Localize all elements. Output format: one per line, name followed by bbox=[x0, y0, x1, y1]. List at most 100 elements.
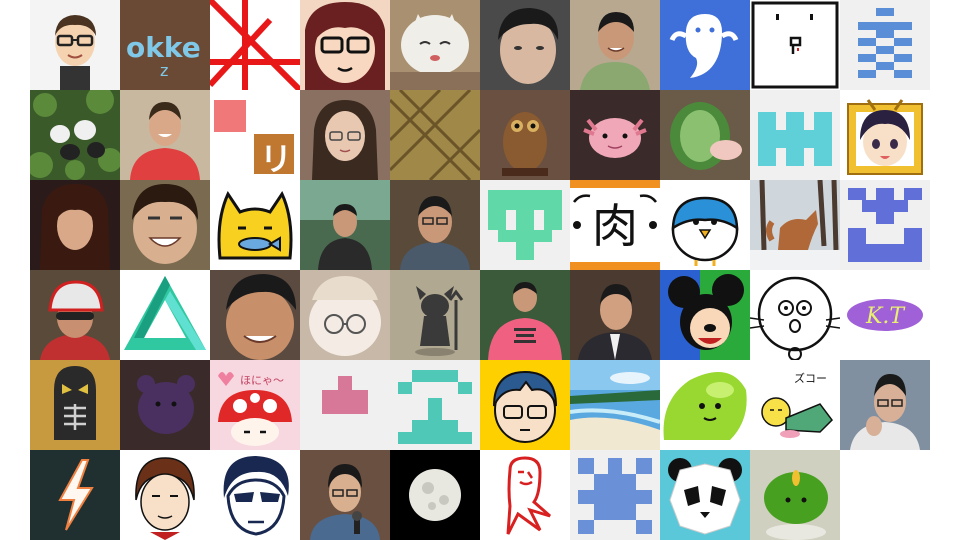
avatar-grid: okke z bbox=[30, 0, 930, 540]
mask-figure-icon bbox=[30, 360, 120, 450]
avatar-cell[interactable] bbox=[840, 0, 930, 90]
mickey-mouse-icon bbox=[660, 270, 750, 360]
ri-logo-icon: リ bbox=[210, 90, 300, 180]
niku-text: 肉 bbox=[592, 199, 638, 253]
avatar-cell[interactable] bbox=[840, 360, 930, 450]
moon-icon bbox=[390, 450, 480, 540]
svg-text:z: z bbox=[160, 61, 168, 80]
avatar-cell[interactable] bbox=[750, 0, 840, 90]
avatar-cell[interactable] bbox=[480, 0, 570, 90]
avatar-cell[interactable] bbox=[570, 0, 660, 90]
avatar-cell[interactable] bbox=[480, 180, 570, 270]
avatar-cell[interactable] bbox=[660, 0, 750, 90]
avatar-cell[interactable] bbox=[30, 270, 120, 360]
plush-glasses-icon bbox=[300, 270, 390, 360]
avatar-cell[interactable] bbox=[660, 360, 750, 450]
red-ghost-icon bbox=[480, 450, 570, 540]
avatar-cell[interactable] bbox=[300, 180, 390, 270]
avatar-cell[interactable] bbox=[210, 0, 300, 90]
avatar-cell[interactable]: K.T bbox=[840, 270, 930, 360]
avatar-cell[interactable] bbox=[750, 180, 840, 270]
avatar-cell[interactable] bbox=[390, 90, 480, 180]
cartoon-boy-glasses-icon bbox=[480, 360, 570, 450]
avatar-cell[interactable] bbox=[840, 90, 930, 180]
green-blob-icon bbox=[660, 360, 750, 450]
pink-pixel-pattern-icon bbox=[300, 360, 390, 450]
avatar-cell[interactable] bbox=[660, 90, 750, 180]
man-glasses-photo-icon bbox=[390, 180, 480, 270]
beach-photo-icon bbox=[570, 360, 660, 450]
avatar-cell[interactable] bbox=[480, 360, 570, 450]
avatar-cell[interactable] bbox=[30, 90, 120, 180]
avatar-cell[interactable] bbox=[120, 90, 210, 180]
avatar-cell[interactable] bbox=[390, 0, 480, 90]
avatar-cell[interactable] bbox=[300, 0, 390, 90]
avatar-cell[interactable] bbox=[300, 360, 390, 450]
zukoo-text: ズコー bbox=[794, 371, 827, 385]
niku-kanji-icon: 肉 bbox=[570, 180, 660, 270]
avatar-cell[interactable]: 肉 bbox=[570, 180, 660, 270]
sushi-plush-icon bbox=[660, 90, 750, 180]
man-suit-photo-icon bbox=[570, 270, 660, 360]
avatar-cell[interactable] bbox=[390, 360, 480, 450]
avatar-cell[interactable] bbox=[390, 180, 480, 270]
devil-figure-icon bbox=[390, 270, 480, 360]
teal-pixel-pattern-icon bbox=[390, 360, 480, 450]
green-ball-plush-icon bbox=[750, 450, 840, 540]
presenter-photo-icon bbox=[300, 180, 390, 270]
impossible-triangle-icon bbox=[120, 270, 210, 360]
kt-logo-icon: K.T bbox=[840, 270, 930, 360]
avatar-cell[interactable] bbox=[570, 450, 660, 540]
avatar-cell[interactable] bbox=[660, 180, 750, 270]
long-hair-man-photo-icon bbox=[30, 180, 120, 270]
mushroom-hat-icon: ほにゃ〜 bbox=[210, 360, 300, 450]
avatar-cell[interactable]: okke z bbox=[120, 0, 210, 90]
face-drawing-icon bbox=[750, 270, 840, 360]
avatar-cell[interactable] bbox=[480, 450, 570, 540]
avatar-cell[interactable] bbox=[750, 90, 840, 180]
red-lines-icon bbox=[210, 0, 300, 90]
avatar-cell[interactable] bbox=[300, 270, 390, 360]
avatar-cell[interactable]: リ bbox=[210, 90, 300, 180]
green-pixel-pattern-icon bbox=[480, 180, 570, 270]
dark-plush-icon bbox=[120, 360, 210, 450]
okke-logo-icon: okke z bbox=[120, 0, 210, 90]
cartoon-glasses-woman-icon bbox=[300, 0, 390, 90]
avatar-cell[interactable] bbox=[480, 270, 570, 360]
man-pink-shirt-photo-icon bbox=[480, 270, 570, 360]
plush-toys-leaves-icon bbox=[30, 90, 120, 180]
avatar-cell[interactable] bbox=[30, 0, 120, 90]
avatar-cell[interactable] bbox=[750, 450, 840, 540]
avatar-cell[interactable] bbox=[210, 450, 300, 540]
avatar-cell[interactable] bbox=[120, 450, 210, 540]
avatar-cell[interactable] bbox=[30, 360, 120, 450]
blue-pixel-pattern-icon bbox=[840, 0, 930, 90]
axolotl-icon bbox=[570, 90, 660, 180]
panda-icon bbox=[660, 450, 750, 540]
laughing-man-photo-icon bbox=[120, 180, 210, 270]
avatar-cell[interactable] bbox=[750, 270, 840, 360]
avatar-cell[interactable]: ほにゃ〜 bbox=[210, 360, 300, 450]
avatar-cell[interactable] bbox=[210, 270, 300, 360]
avatar-cell[interactable] bbox=[660, 450, 750, 540]
avatar-cell[interactable] bbox=[300, 450, 390, 540]
avatar-cell[interactable] bbox=[570, 270, 660, 360]
anime-girl-frame-icon bbox=[840, 90, 930, 180]
woman-glasses-photo-icon bbox=[300, 90, 390, 180]
avatar-cell[interactable] bbox=[210, 180, 300, 270]
avatar-cell[interactable] bbox=[120, 270, 210, 360]
avatar-cell[interactable] bbox=[30, 450, 120, 540]
man-thinking-photo-icon bbox=[840, 360, 930, 450]
avatar-cell[interactable] bbox=[390, 450, 480, 540]
avatar-cell[interactable] bbox=[480, 90, 570, 180]
avatar-cell[interactable] bbox=[660, 270, 750, 360]
avatar-cell[interactable]: ズコー bbox=[750, 360, 840, 450]
avatar-cell[interactable] bbox=[300, 90, 390, 180]
avatar-cell[interactable] bbox=[570, 360, 660, 450]
avatar-cell[interactable] bbox=[570, 90, 660, 180]
avatar-cell[interactable] bbox=[120, 360, 210, 450]
avatar-cell[interactable] bbox=[390, 270, 480, 360]
avatar-cell[interactable] bbox=[30, 180, 120, 270]
avatar-cell[interactable] bbox=[840, 180, 930, 270]
avatar-cell[interactable] bbox=[120, 180, 210, 270]
